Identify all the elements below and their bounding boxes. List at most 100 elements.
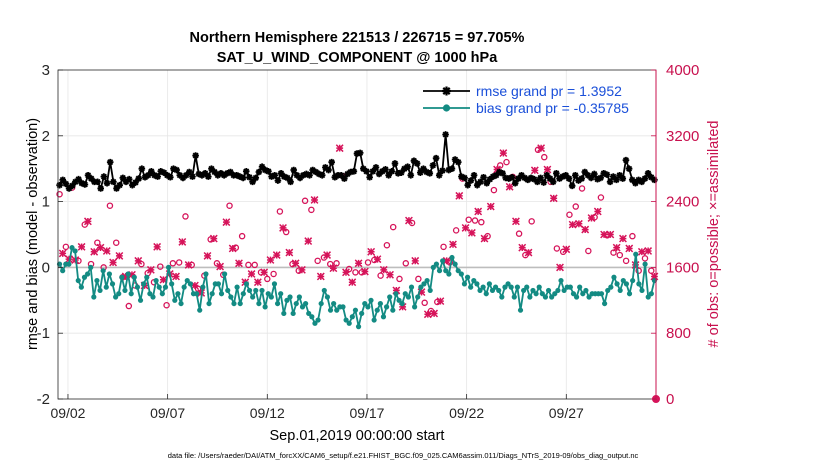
bias-marker xyxy=(558,277,564,284)
obs-possible-marker xyxy=(465,216,472,223)
bias-marker xyxy=(78,284,84,290)
rmse-marker xyxy=(261,166,269,174)
bias-marker xyxy=(181,284,187,290)
bias-marker xyxy=(440,258,446,264)
rmse-marker xyxy=(296,174,304,182)
rmse-marker xyxy=(391,160,399,167)
rmse-marker xyxy=(154,173,161,180)
rmse-marker xyxy=(258,163,266,171)
obs-possible-marker xyxy=(622,257,630,265)
obs-assimilated-marker xyxy=(134,256,143,265)
obs-assimilated-marker xyxy=(467,228,476,237)
rmse-marker xyxy=(265,168,272,175)
obs-possible-marker xyxy=(496,162,504,169)
obs-assimilated-marker xyxy=(360,267,369,276)
obs-possible-marker xyxy=(62,243,70,251)
bias-marker xyxy=(483,291,489,297)
bias-marker xyxy=(240,291,246,297)
bias-marker xyxy=(169,281,175,287)
rmse-marker xyxy=(638,178,646,186)
bias-marker xyxy=(573,294,580,300)
obs-assimilated-marker xyxy=(329,264,338,273)
obs-assimilated-marker xyxy=(348,278,357,287)
rmse-marker xyxy=(372,164,380,171)
rmse-marker xyxy=(274,177,282,184)
obs-assimilated-marker xyxy=(392,286,401,295)
bias-marker xyxy=(449,254,455,261)
obs-possible-marker xyxy=(383,241,391,249)
bias-marker xyxy=(193,291,200,297)
rmse-marker xyxy=(363,168,370,175)
obs-possible-marker xyxy=(157,263,164,270)
obs-possible-marker xyxy=(364,259,372,266)
rmse-marker xyxy=(100,173,108,180)
bias-marker xyxy=(496,287,502,294)
rmse-marker xyxy=(524,176,532,184)
rmse-marker xyxy=(72,178,79,186)
bias-marker xyxy=(246,287,253,294)
bias-marker xyxy=(511,294,517,300)
chart-subtitle: SAT_U_WIND_COMPONENT @ 1000 hPa xyxy=(217,50,499,66)
bias-marker xyxy=(614,281,620,287)
rmse-marker xyxy=(157,168,165,175)
obs-possible-marker xyxy=(503,158,510,166)
obs-assimilated-marker xyxy=(461,223,470,232)
rmse-marker xyxy=(622,156,630,164)
bias-marker xyxy=(203,271,209,277)
obs-count-series xyxy=(56,144,660,403)
bias-marker xyxy=(530,287,536,294)
obs-possible-marker xyxy=(182,213,189,220)
obs-possible-marker xyxy=(226,202,233,209)
rmse-marker xyxy=(385,171,392,179)
rmse-marker xyxy=(148,168,155,175)
rmse-marker xyxy=(65,185,73,192)
obs-assimilated-marker xyxy=(209,234,218,243)
rmse-marker xyxy=(537,174,544,182)
bias-marker xyxy=(162,284,169,290)
bias-marker xyxy=(561,287,567,294)
right-tick-label: 3200 xyxy=(666,128,699,145)
bias-marker xyxy=(88,264,94,270)
rmse-marker xyxy=(632,179,639,187)
obs-assimilated-marker xyxy=(121,272,130,281)
bias-marker xyxy=(91,294,97,300)
bias-marker xyxy=(312,320,318,326)
rmse-marker xyxy=(505,175,513,182)
rmse-marker xyxy=(195,170,203,178)
obs-possible-marker xyxy=(238,232,246,240)
rmse-marker xyxy=(483,179,491,187)
obs-assimilated-marker xyxy=(178,237,187,246)
bias-marker xyxy=(144,274,150,280)
rmse-marker xyxy=(280,173,288,180)
obs-assimilated-marker xyxy=(159,275,168,284)
rmse-marker xyxy=(613,176,620,184)
obs-possible-marker xyxy=(352,269,359,276)
bias-marker xyxy=(586,294,592,300)
bias-marker xyxy=(103,284,109,290)
bias-marker xyxy=(60,268,66,274)
obs-possible-marker xyxy=(629,232,636,240)
rmse-marker xyxy=(521,174,528,182)
rmse-marker xyxy=(236,173,244,180)
obs-possible-marker xyxy=(276,208,284,215)
rmse-marker xyxy=(429,162,437,169)
obs-assimilated-marker xyxy=(222,218,231,227)
rmse-marker xyxy=(546,175,554,182)
bias-marker xyxy=(542,294,549,300)
rmse-marker xyxy=(543,171,551,179)
left-tick-label: -2 xyxy=(37,391,50,408)
rmse-marker xyxy=(559,173,566,180)
bias-marker xyxy=(340,304,346,310)
rmse-marker xyxy=(499,170,506,177)
obs-possible-marker xyxy=(597,194,605,201)
left-tick-label: 2 xyxy=(42,128,50,145)
bias-marker xyxy=(318,300,324,307)
obs-assimilated-marker xyxy=(631,261,640,269)
obs-assimilated-marker xyxy=(480,234,489,243)
bias-marker xyxy=(633,251,639,257)
rmse-marker xyxy=(271,171,279,179)
grid-lines xyxy=(58,70,656,399)
bias-marker xyxy=(97,287,103,294)
bias-marker xyxy=(471,277,477,284)
rmse-marker xyxy=(420,165,427,172)
